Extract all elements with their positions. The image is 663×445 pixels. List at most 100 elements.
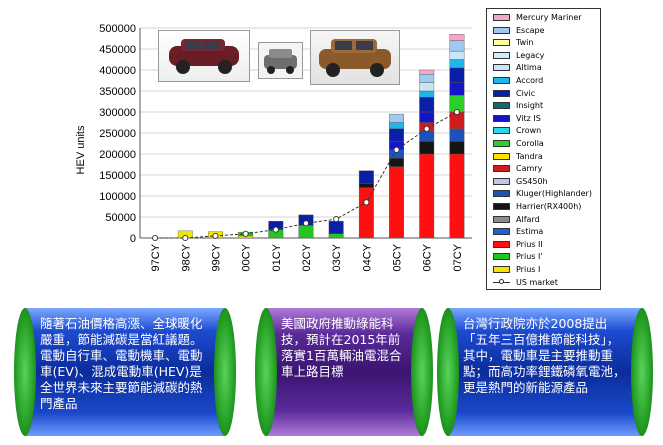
legend-label: Harrier(RX400h) (516, 202, 582, 211)
y-tick-label: 450000 (99, 44, 136, 56)
legend-swatch (493, 253, 510, 261)
suv-photo-1 (158, 30, 250, 82)
legend-swatch (493, 215, 510, 223)
legend-swatch (493, 152, 510, 160)
x-tick-label: 07CY (452, 243, 464, 271)
x-tick-label: 04CY (361, 243, 373, 271)
legend-swatch (493, 266, 510, 273)
bar-segment (358, 183, 374, 188)
y-tick-label: 50000 (105, 212, 136, 224)
legend-label: Alfard (516, 214, 540, 224)
bar-segment (449, 153, 465, 239)
legend-label: Tandra (516, 151, 543, 161)
legend-label: Kluger(Highlander) (516, 189, 592, 199)
bar-segment (449, 82, 465, 96)
legend-swatch (493, 203, 510, 210)
line-point (363, 199, 370, 206)
text-panel-2: 美國政府推動綠能科技，預計在2015年前落實1百萬輛油電混合車上路目標 (255, 308, 433, 436)
bar-segment (389, 113, 404, 123)
bar-segment (449, 67, 465, 83)
us-market-line (152, 108, 460, 242)
bar-segment (358, 170, 374, 184)
bar-segment (328, 233, 344, 239)
bar-segment (449, 59, 465, 69)
legend-swatch (493, 14, 510, 21)
bar-segment (419, 130, 435, 142)
legend-swatch (493, 77, 510, 84)
legend-dot (499, 278, 504, 284)
text-panel-1-content: 隨著石油價格高漲、全球暖化嚴重，節能減碳是當紅議題。電動自行車、電動機車、電動車… (40, 316, 203, 411)
legend-label: Civic (516, 88, 536, 98)
bar-segment (389, 122, 404, 130)
x-tick-label: 97CY (150, 243, 162, 271)
legend-label: Vitz IS (516, 113, 541, 123)
x-tick-label: 02CY (301, 243, 313, 271)
legend-swatch (493, 177, 510, 185)
y-tick-label: 150000 (99, 170, 136, 182)
legend-swatch (493, 240, 510, 248)
legend-label: GS450h (516, 176, 548, 186)
line-point (302, 220, 310, 227)
legend-swatch (493, 127, 510, 135)
legend-swatch (493, 165, 510, 173)
y-tick-label: 250000 (99, 128, 136, 140)
legend-label: Prius I' (516, 252, 543, 262)
legend-label: Camry (516, 164, 543, 174)
x-tick-label: 05CY (392, 243, 404, 271)
text-panel-3: 台灣行政院亦於2008提出「五年三百億推節能科技」，其中，電動車是主要推動重點；… (437, 308, 653, 436)
chart-legend: Mercury Mariner Escape Twin Legacy Altima Acc… (486, 8, 601, 290)
bar-segment (298, 225, 314, 239)
legend-label: Corolla (516, 139, 544, 148)
chart-axes: 0 50000 100000 150000 200000 250000 300000 3500… (99, 23, 472, 272)
line-point (333, 216, 340, 223)
line-point (453, 108, 460, 116)
bar-segment (358, 187, 374, 239)
bar-segment (449, 128, 465, 142)
legend-label: Prius II (516, 239, 543, 249)
text-panel-3-content: 台灣行政院亦於2008提出「五年三百億推節能科技」，其中，電動車是主要推動重點；… (463, 316, 626, 395)
bar-segment (419, 69, 435, 75)
legend-swatch (493, 190, 510, 198)
bar-segment (419, 73, 435, 83)
x-tick-label: 00CY (241, 243, 253, 271)
y-tick-label: 300000 (99, 107, 136, 119)
line-point (212, 232, 219, 239)
y-axis-label: HEV units (75, 125, 87, 174)
legend-swatch (493, 114, 510, 122)
legend-swatch (493, 228, 510, 236)
legend-label: Estima (516, 227, 544, 237)
line-point (393, 146, 400, 153)
line-point (423, 125, 430, 132)
x-tick-label: 01CY (271, 243, 283, 271)
x-tick-label: 99CY (210, 243, 222, 271)
legend-label: US market (516, 277, 558, 287)
legend-label: Prius I (516, 265, 541, 274)
legend-label: Escape (516, 25, 545, 35)
legend-swatch (493, 26, 510, 34)
text-panel-2-content: 美國政府推動綠能科技，預計在2015年前落實1百萬輛油電混合車上路目標 (281, 316, 402, 379)
bar-segment (449, 34, 465, 41)
legend-label: Mercury Mariner (516, 13, 582, 22)
legend-swatch (493, 140, 510, 147)
hev-sales-chart: HEV units 0 50000 100000 150000 200000 250000… (75, 23, 472, 272)
line-point (182, 234, 189, 242)
bar-segment (449, 141, 465, 155)
legend-label: Accord (516, 76, 544, 85)
bar-segment (449, 40, 465, 52)
bar-segment (389, 128, 404, 142)
text-panel-1: 隨著石油價格高漲、全球暖化嚴重，節能減碳是當紅議題。電動自行車、電動機車、電動車… (14, 308, 236, 436)
bar-segment (419, 82, 435, 92)
line-point (242, 230, 249, 237)
line-point (272, 226, 279, 233)
bar-segment (328, 220, 344, 234)
legend-swatch (493, 39, 510, 47)
legend-label: Legacy (516, 50, 545, 60)
line-point (152, 234, 159, 242)
legend-swatch (493, 102, 510, 110)
bar-segment (389, 166, 404, 239)
suv-photo-2 (258, 42, 303, 79)
y-tick-label: 350000 (99, 86, 136, 98)
x-tick-label: 06CY (422, 243, 434, 271)
suv-photo-3 (310, 30, 400, 85)
legend-label: Crown (516, 126, 542, 136)
